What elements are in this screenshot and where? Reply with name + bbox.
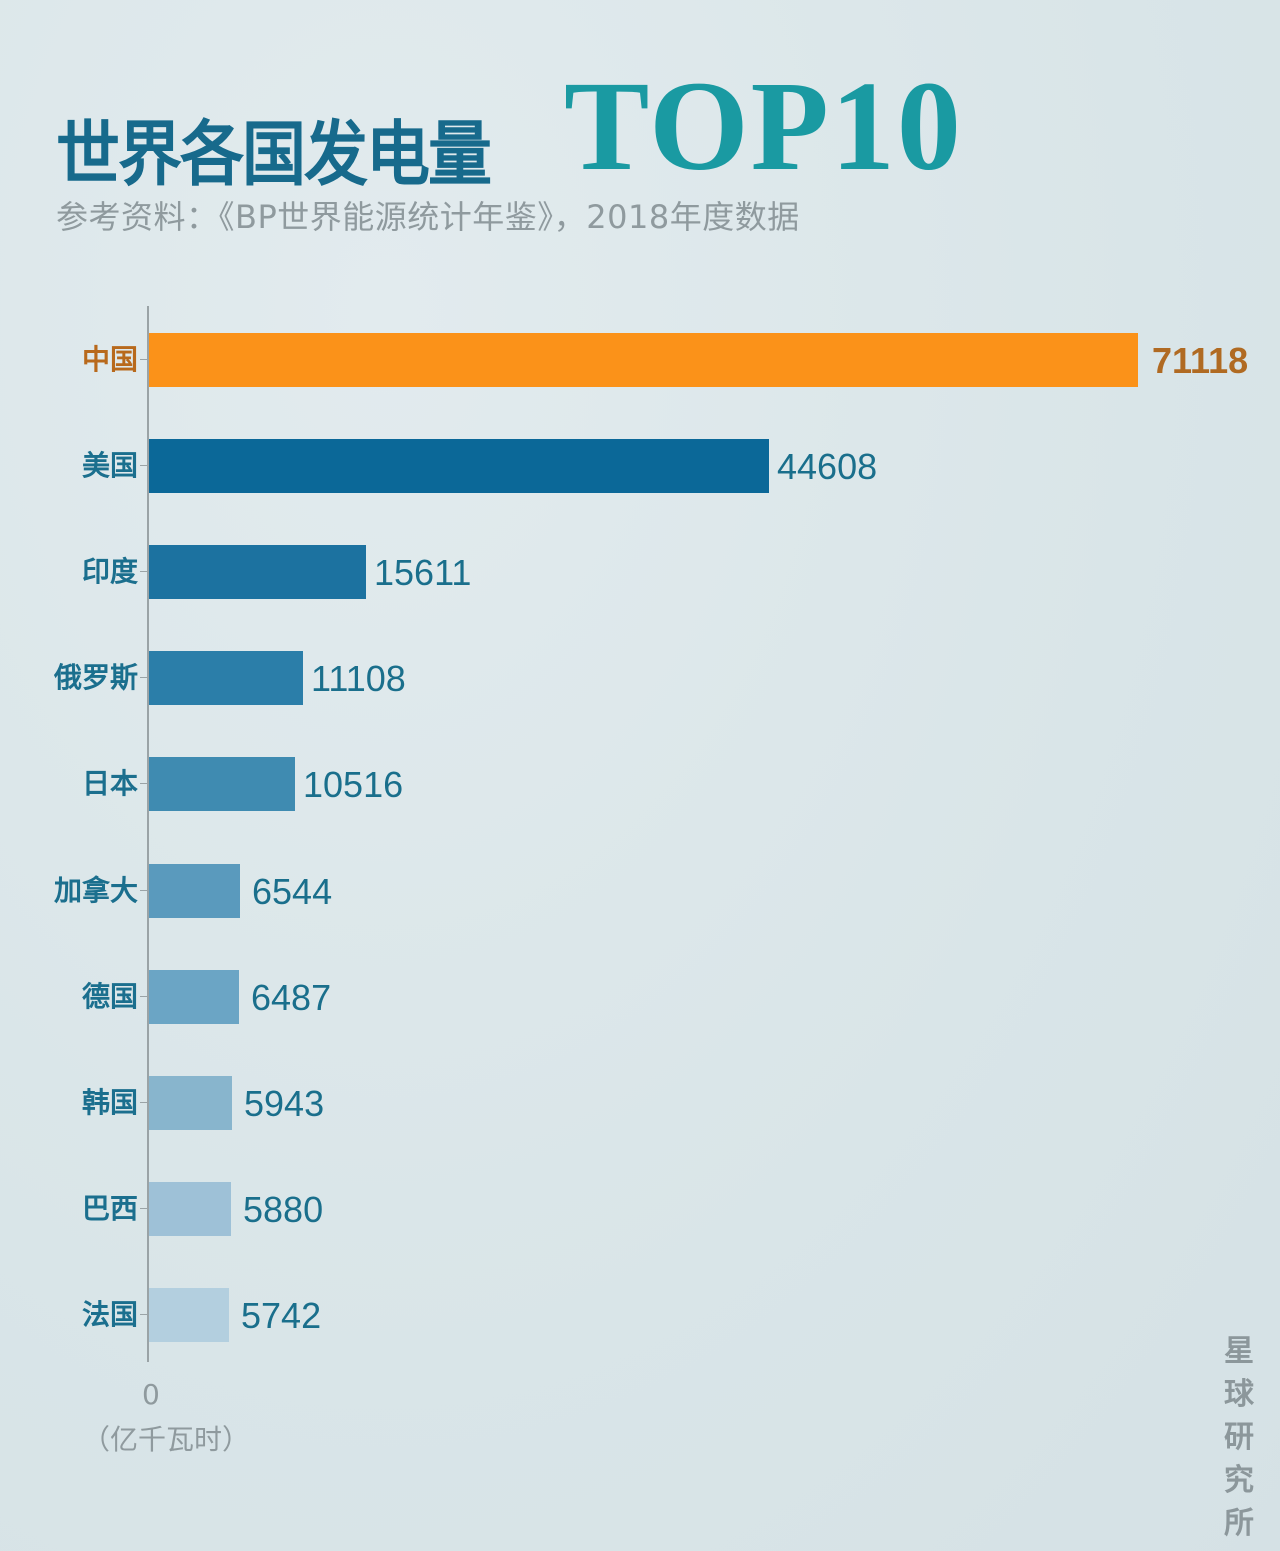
category-label: 加拿大 xyxy=(53,873,138,907)
axis-tick xyxy=(140,1101,148,1103)
bar-row: 中国 71118 xyxy=(0,333,1280,387)
axis-tick xyxy=(140,1207,148,1209)
axis-tick xyxy=(140,677,148,679)
category-label: 俄罗斯 xyxy=(53,661,138,695)
bar-row: 日本 10516 xyxy=(0,757,1280,812)
bar-row: 美国 44608 xyxy=(0,439,1280,494)
bar xyxy=(149,1075,232,1130)
category-label: 德国 xyxy=(81,979,138,1013)
bar xyxy=(149,1181,231,1236)
watermark: 星球研究所 xyxy=(1224,1334,1254,1541)
category-label: 美国 xyxy=(81,449,138,483)
bar-row: 德国 6487 xyxy=(0,969,1280,1024)
source-subtitle: 参考资料：《BP世界能源统计年鉴》，2018年度数据 xyxy=(56,198,800,236)
bar-row: 印度 15611 xyxy=(0,545,1280,600)
value-label: 6544 xyxy=(252,870,333,912)
bar xyxy=(149,333,1138,387)
bar-row: 俄罗斯 11108 xyxy=(0,651,1280,706)
bar-row: 巴西 5880 xyxy=(0,1181,1280,1236)
title-chinese: 世界各国发电量 xyxy=(56,113,492,196)
axis-tick xyxy=(140,571,148,573)
value-label: 5880 xyxy=(243,1188,324,1230)
value-label: 71118 xyxy=(1152,340,1249,381)
x-axis-unit-label: （亿千瓦时） xyxy=(82,1423,251,1456)
value-label: 6487 xyxy=(251,976,332,1018)
bar-row: 韩国 5943 xyxy=(0,1075,1280,1130)
axis-tick xyxy=(140,1313,148,1315)
bar xyxy=(149,757,295,812)
axis-tick xyxy=(140,783,148,785)
bar xyxy=(149,545,366,600)
category-label: 巴西 xyxy=(81,1191,138,1225)
value-label: 11108 xyxy=(311,658,406,700)
bar-row: 加拿大 6544 xyxy=(0,863,1280,918)
value-label: 44608 xyxy=(777,446,878,488)
bar xyxy=(149,1287,229,1342)
category-label: 日本 xyxy=(81,767,138,801)
axis-tick xyxy=(140,359,148,360)
value-label: 5742 xyxy=(241,1294,322,1336)
category-label: 印度 xyxy=(81,555,138,589)
bar-row: 法国 5742 xyxy=(0,1287,1280,1342)
category-label: 法国 xyxy=(81,1297,138,1331)
bar xyxy=(149,863,240,918)
title-top10: TOP10 xyxy=(564,55,963,197)
bar xyxy=(149,651,303,706)
axis-tick xyxy=(140,465,148,467)
category-label: 中国 xyxy=(81,343,138,376)
axis-tick xyxy=(140,995,148,997)
bar xyxy=(149,969,239,1024)
x-axis-zero-label: 0 xyxy=(142,1378,160,1411)
axis-tick xyxy=(140,889,148,891)
category-label: 韩国 xyxy=(81,1085,138,1119)
bar xyxy=(149,439,769,494)
value-label: 10516 xyxy=(303,764,404,806)
value-label: 5943 xyxy=(244,1082,325,1124)
value-label: 15611 xyxy=(374,552,472,594)
y-axis-line xyxy=(147,306,149,1362)
